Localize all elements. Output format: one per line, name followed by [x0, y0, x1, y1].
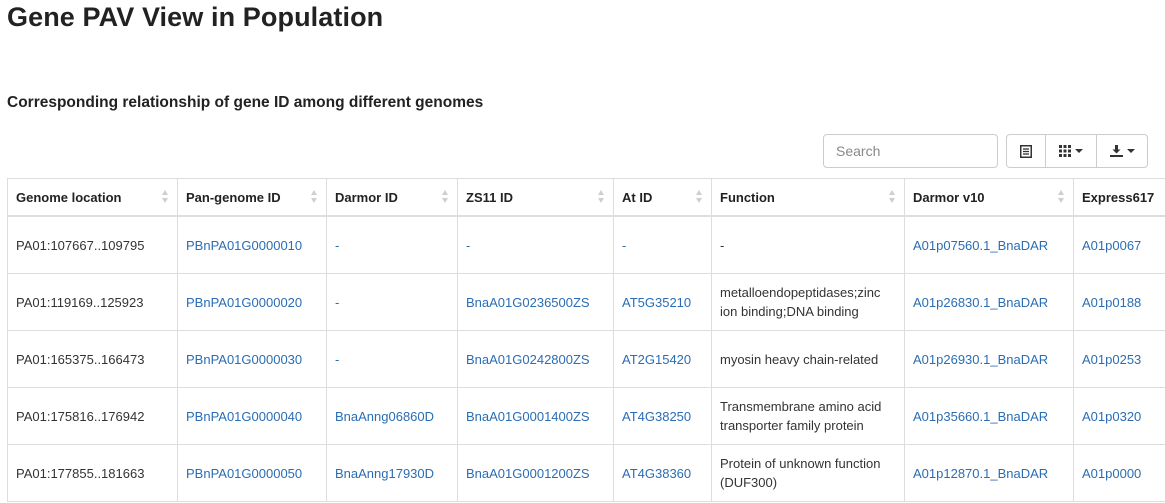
- page-title: Gene PAV View in Population: [7, 2, 384, 32]
- function-cell: -: [711, 215, 905, 274]
- darmor-v10-link[interactable]: A01p35660.1_BnaDAR: [904, 387, 1074, 445]
- chevron-down-icon: [1075, 149, 1083, 153]
- table-row: PA01:165375..166473 PBnPA01G0000030 - Bn…: [7, 330, 1165, 388]
- column-header-at-id[interactable]: At ID: [613, 178, 712, 217]
- pan-genome-id-link[interactable]: PBnPA01G0000030: [177, 330, 327, 388]
- column-header-label: At ID: [622, 189, 653, 205]
- columns-dropdown-button[interactable]: [1045, 134, 1097, 168]
- column-header-label: Pan-genome ID: [186, 189, 281, 205]
- darmor-v10-link[interactable]: A01p26830.1_BnaDAR: [904, 273, 1074, 331]
- column-header-label: Express617: [1082, 189, 1155, 205]
- sort-icon[interactable]: [1058, 190, 1064, 203]
- table-row: PA01:119169..125923 PBnPA01G0000020 - Bn…: [7, 273, 1165, 331]
- gene-table: Genome location Pan-genome ID Darmor ID …: [7, 178, 1165, 502]
- column-header-pan-genome-id[interactable]: Pan-genome ID: [177, 178, 327, 217]
- column-header-label: ZS11 ID: [466, 189, 513, 205]
- genome-location-cell: PA01:177855..181663: [7, 444, 178, 502]
- function-cell: Transmembrane amino acid transporter fam…: [711, 387, 905, 445]
- at-id-link[interactable]: AT4G38250: [613, 387, 712, 445]
- column-header-label: Function: [720, 189, 775, 205]
- sort-icon[interactable]: [696, 190, 702, 203]
- table-row: PA01:175816..176942 PBnPA01G0000040 BnaA…: [7, 387, 1165, 445]
- toggle-view-icon: [1020, 144, 1032, 158]
- genome-location-cell: PA01:107667..109795: [7, 215, 178, 274]
- at-id-link[interactable]: AT5G35210: [613, 273, 712, 331]
- function-cell: myosin heavy chain-related: [711, 330, 905, 388]
- column-header-label: Darmor ID: [335, 189, 398, 205]
- sort-icon[interactable]: [311, 190, 317, 203]
- darmor-v10-link[interactable]: A01p26930.1_BnaDAR: [904, 330, 1074, 388]
- zs11-id-link[interactable]: BnaA01G0242800ZS: [457, 330, 614, 388]
- zs11-id-link[interactable]: BnaA01G0001200ZS: [457, 444, 614, 502]
- column-header-label: Genome location: [16, 189, 122, 205]
- darmor-id-link[interactable]: -: [326, 330, 458, 388]
- column-header-zs11-id[interactable]: ZS11 ID: [457, 178, 614, 217]
- sort-icon[interactable]: [162, 190, 168, 203]
- express617-link[interactable]: A01p0000: [1073, 444, 1165, 502]
- at-id-link[interactable]: AT4G38360: [613, 444, 712, 502]
- pan-genome-id-link[interactable]: PBnPA01G0000040: [177, 387, 327, 445]
- genome-location-cell: PA01:175816..176942: [7, 387, 178, 445]
- genome-location-cell: PA01:119169..125923: [7, 273, 178, 331]
- darmor-id-link[interactable]: -: [326, 215, 458, 274]
- export-icon: [1109, 145, 1123, 157]
- at-id-link[interactable]: -: [613, 215, 712, 274]
- sort-icon[interactable]: [889, 190, 895, 203]
- function-cell: Protein of unknown function (DUF300): [711, 444, 905, 502]
- darmor-id-link[interactable]: -: [326, 273, 458, 331]
- pan-genome-id-link[interactable]: PBnPA01G0000050: [177, 444, 327, 502]
- zs11-id-link[interactable]: -: [457, 215, 614, 274]
- table-row: PA01:177855..181663 PBnPA01G0000050 BnaA…: [7, 444, 1165, 502]
- search-input[interactable]: [823, 134, 998, 168]
- express617-link[interactable]: A01p0320: [1073, 387, 1165, 445]
- column-header-express617[interactable]: Express617: [1073, 178, 1165, 217]
- export-dropdown-button[interactable]: [1096, 134, 1148, 168]
- function-cell: metalloendopeptidases;zinc ion binding;D…: [711, 273, 905, 331]
- section-title: Corresponding relationship of gene ID am…: [7, 94, 484, 111]
- column-header-darmor-id[interactable]: Darmor ID: [326, 178, 458, 217]
- toggle-view-button[interactable]: [1006, 134, 1046, 168]
- at-id-link[interactable]: AT2G15420: [613, 330, 712, 388]
- darmor-v10-link[interactable]: A01p12870.1_BnaDAR: [904, 444, 1074, 502]
- chevron-down-icon: [1126, 149, 1135, 153]
- column-header-darmor-v10[interactable]: Darmor v10: [904, 178, 1074, 217]
- sort-icon[interactable]: [442, 190, 448, 203]
- pan-genome-id-link[interactable]: PBnPA01G0000020: [177, 273, 327, 331]
- express617-link[interactable]: A01p0188: [1073, 273, 1165, 331]
- express617-link[interactable]: A01p0067: [1073, 215, 1165, 274]
- zs11-id-link[interactable]: BnaA01G0236500ZS: [457, 273, 614, 331]
- darmor-id-link[interactable]: BnaAnng17930D: [326, 444, 458, 502]
- darmor-id-link[interactable]: BnaAnng06860D: [326, 387, 458, 445]
- table-toolbar: [823, 134, 1148, 168]
- sort-icon[interactable]: [598, 190, 604, 203]
- column-header-function[interactable]: Function: [711, 178, 905, 217]
- toolbar-button-group: [1006, 134, 1148, 168]
- genome-location-cell: PA01:165375..166473: [7, 330, 178, 388]
- express617-link[interactable]: A01p0253: [1073, 330, 1165, 388]
- table-header-row: Genome location Pan-genome ID Darmor ID …: [7, 178, 1165, 217]
- table-row: PA01:107667..109795 PBnPA01G0000010 - - …: [7, 215, 1165, 274]
- columns-icon: [1059, 145, 1071, 157]
- pan-genome-id-link[interactable]: PBnPA01G0000010: [177, 215, 327, 274]
- zs11-id-link[interactable]: BnaA01G0001400ZS: [457, 387, 614, 445]
- column-header-label: Darmor v10: [913, 189, 985, 205]
- darmor-v10-link[interactable]: A01p07560.1_BnaDAR: [904, 215, 1074, 274]
- column-header-genome-location[interactable]: Genome location: [7, 178, 178, 217]
- gene-table-container: Genome location Pan-genome ID Darmor ID …: [7, 178, 1165, 502]
